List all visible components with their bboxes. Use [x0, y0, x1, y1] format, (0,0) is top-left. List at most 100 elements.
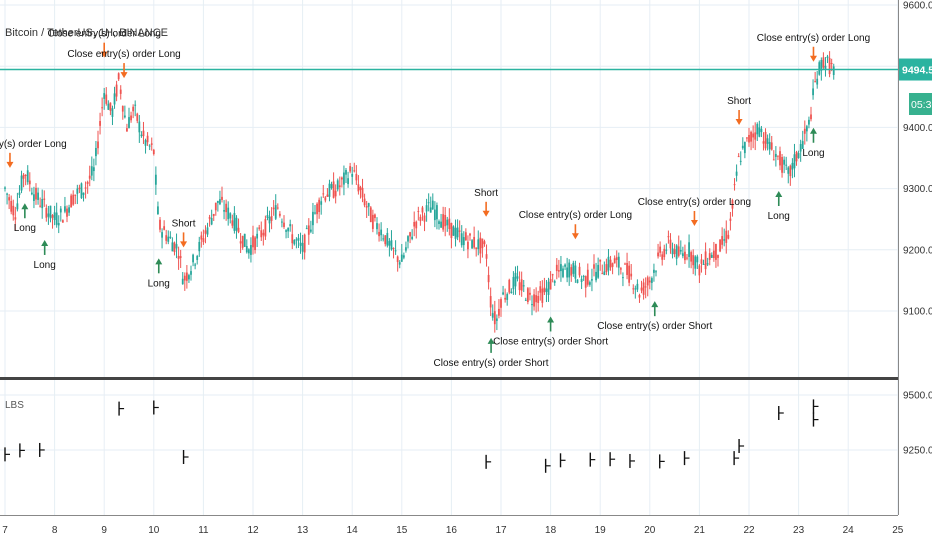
- candle-body: [146, 135, 149, 143]
- candle-body: [704, 251, 707, 270]
- candle-body: [805, 126, 808, 132]
- candle-body: [657, 252, 659, 257]
- candle-body: [192, 254, 194, 263]
- signal-label: Close entry(s) order Long: [519, 210, 632, 221]
- candle-body: [45, 207, 48, 218]
- candle-body: [105, 94, 108, 104]
- candle-body: [405, 247, 407, 251]
- candle-body: [47, 213, 50, 217]
- candle-body: [814, 81, 817, 83]
- candle-body: [526, 288, 529, 302]
- candle-body: [588, 282, 591, 285]
- candle-body: [152, 149, 155, 155]
- candle-body: [462, 237, 465, 246]
- candle-body: [595, 271, 597, 281]
- time-tick-label: 16: [446, 525, 458, 536]
- time-tick-label: 18: [545, 525, 557, 536]
- candle-body: [427, 202, 430, 204]
- signal-label: Close entry(s) order Long: [67, 49, 180, 60]
- candle-body: [626, 262, 628, 275]
- candle-body: [380, 229, 383, 236]
- candle-body: [136, 113, 139, 121]
- candle-body: [37, 192, 39, 200]
- time-tick-label: 22: [743, 525, 755, 536]
- candle-body: [6, 193, 8, 195]
- candle-body: [498, 308, 500, 316]
- time-tick-label: 9: [101, 525, 107, 536]
- candle-body: [593, 264, 595, 269]
- candle-body: [524, 299, 527, 301]
- time-tick-label: 13: [297, 525, 309, 536]
- candle-body: [632, 288, 635, 290]
- candle-body: [293, 239, 296, 245]
- candle-body: [500, 299, 502, 308]
- candle-body: [10, 201, 13, 212]
- candle-body: [700, 259, 703, 264]
- candle-body: [202, 238, 205, 243]
- candle-body: [440, 221, 442, 228]
- candle-body: [653, 269, 655, 273]
- candle-body: [537, 295, 540, 303]
- candle-body: [128, 117, 130, 129]
- signal-label: Short: [474, 188, 498, 199]
- candle-body: [504, 297, 507, 300]
- candle-body: [76, 188, 79, 194]
- candle-body: [22, 174, 25, 179]
- candle-body: [169, 236, 172, 239]
- candle-body: [547, 281, 550, 295]
- candle-body: [551, 274, 554, 276]
- signal-label: Close entry(s) order Long: [48, 29, 161, 40]
- candle-body: [367, 203, 370, 207]
- signal-label: Short: [172, 218, 196, 229]
- candle-body: [460, 233, 463, 246]
- candle-body: [458, 230, 461, 232]
- candle-body: [603, 271, 606, 276]
- candle-body: [332, 181, 335, 198]
- time-axis[interactable]: 7 8 9 10 11 12 13 14 15 16 17 18 19 20 21 22 23 24 25: [2, 525, 904, 536]
- candle-body: [307, 225, 310, 235]
- candle-body: [208, 217, 211, 219]
- price-axis[interactable]: 9100.009200.009300.009400.009500.009600.…: [903, 1, 932, 318]
- candle-body: [24, 175, 27, 177]
- candle-body: [20, 175, 23, 191]
- candle-body: [421, 207, 424, 213]
- candle-body: [479, 237, 482, 254]
- candle-body: [371, 214, 374, 229]
- candle-body: [684, 251, 686, 261]
- candle-body: [733, 184, 736, 186]
- candle-body: [648, 280, 651, 283]
- time-tick-label: 23: [793, 525, 805, 536]
- candle-body: [591, 279, 593, 281]
- candle-body: [411, 236, 414, 239]
- candle-body: [237, 227, 240, 233]
- candle-body: [43, 198, 46, 200]
- candle-body: [262, 232, 265, 236]
- candle-body: [12, 205, 15, 216]
- candle-body: [173, 242, 176, 253]
- candle-body: [289, 224, 292, 227]
- candle-body: [8, 197, 11, 201]
- lbs-axis[interactable]: 9250.00 9500.00: [903, 391, 932, 457]
- candle-body: [144, 140, 147, 146]
- candle-body: [258, 227, 261, 229]
- candle-body: [295, 239, 298, 241]
- candle-body: [774, 153, 777, 157]
- candle-body: [388, 241, 391, 246]
- candle-body: [138, 121, 141, 133]
- candle-body: [78, 187, 81, 190]
- candle-body: [126, 128, 128, 132]
- candle-body: [681, 253, 684, 257]
- candle-body: [351, 173, 354, 177]
- candle-body: [322, 193, 325, 195]
- candle-body: [688, 242, 690, 257]
- candle-body: [762, 141, 765, 144]
- candle-body: [90, 166, 93, 176]
- short-arrowhead: [571, 233, 579, 240]
- candle-body: [694, 256, 697, 269]
- pane-separator[interactable]: [0, 377, 898, 380]
- candle-body: [832, 66, 835, 76]
- candle-body: [675, 245, 678, 259]
- signal-label: Long: [768, 211, 790, 222]
- price-tick-label: 9600.00: [903, 1, 932, 12]
